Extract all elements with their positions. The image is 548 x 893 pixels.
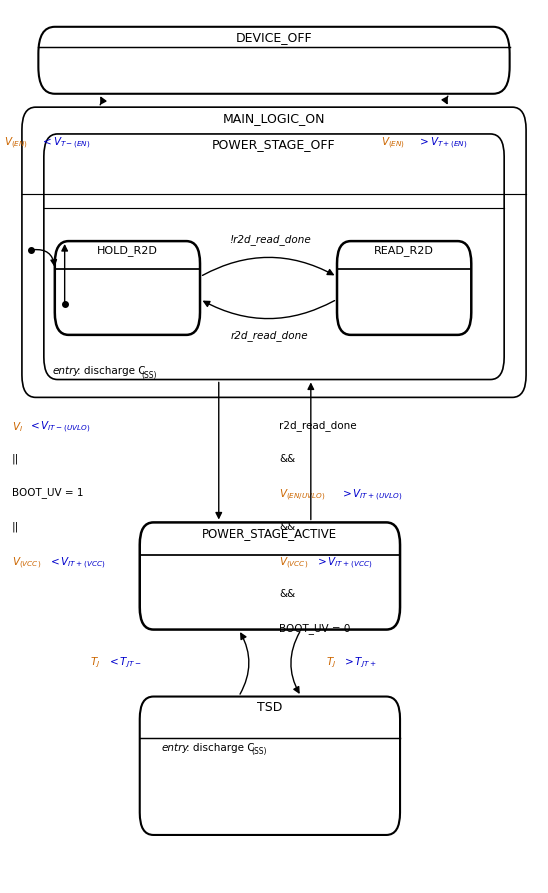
FancyBboxPatch shape	[44, 134, 504, 380]
FancyBboxPatch shape	[337, 241, 471, 335]
Text: ||: ||	[12, 522, 19, 532]
Text: BOOT_UV = 1: BOOT_UV = 1	[12, 488, 83, 498]
Text: $V_I$: $V_I$	[12, 420, 23, 433]
FancyBboxPatch shape	[38, 27, 510, 94]
Text: $V_{(EN)}$: $V_{(EN)}$	[4, 135, 28, 151]
Text: &&: &&	[279, 454, 296, 463]
Text: $T_J$: $T_J$	[90, 655, 101, 671]
Text: : discharge C: : discharge C	[186, 743, 255, 753]
Text: $> V_{IT+(VCC)}$: $> V_{IT+(VCC)}$	[315, 555, 373, 571]
FancyBboxPatch shape	[140, 697, 400, 835]
Text: $T_J$: $T_J$	[326, 655, 336, 671]
Text: POWER_STAGE_OFF: POWER_STAGE_OFF	[212, 138, 336, 152]
Text: READ_R2D: READ_R2D	[374, 246, 434, 256]
Text: r2d_read_done: r2d_read_done	[231, 330, 309, 341]
Text: : discharge C: : discharge C	[77, 366, 145, 376]
FancyBboxPatch shape	[140, 522, 400, 630]
Text: $< V_{T-(EN)}$: $< V_{T-(EN)}$	[37, 135, 91, 151]
Text: r2d_read_done: r2d_read_done	[279, 420, 357, 430]
Text: $> T_{JT+}$: $> T_{JT+}$	[342, 655, 377, 671]
Text: $< T_{JT-}$: $< T_{JT-}$	[107, 655, 141, 671]
FancyBboxPatch shape	[22, 107, 526, 397]
Text: HOLD_R2D: HOLD_R2D	[97, 246, 158, 256]
Text: DEVICE_OFF: DEVICE_OFF	[236, 31, 312, 45]
Text: $V_{(VCC)}$: $V_{(VCC)}$	[12, 555, 41, 571]
Text: $V_{(VCC)}$: $V_{(VCC)}$	[279, 555, 309, 571]
Text: $> V_{T+(EN)}$: $> V_{T+(EN)}$	[414, 135, 467, 151]
Text: $> V_{IT+(UVLO)}$: $> V_{IT+(UVLO)}$	[340, 488, 402, 503]
Text: entry: entry	[162, 743, 189, 753]
Text: POWER_STAGE_ACTIVE: POWER_STAGE_ACTIVE	[202, 527, 338, 540]
Text: (SS): (SS)	[141, 371, 157, 380]
Text: &&: &&	[279, 522, 296, 531]
Text: $< V_{IT+(VCC)}$: $< V_{IT+(VCC)}$	[48, 555, 105, 571]
FancyBboxPatch shape	[55, 241, 200, 335]
Text: ||: ||	[12, 454, 19, 464]
Text: !r2d_read_done: !r2d_read_done	[229, 234, 311, 245]
Text: $V_{(EN/UVLO)}$: $V_{(EN/UVLO)}$	[279, 488, 326, 503]
Text: &&: &&	[279, 589, 296, 599]
Text: $V_{(EN)}$: $V_{(EN)}$	[381, 135, 405, 151]
Text: (SS): (SS)	[251, 747, 266, 756]
Text: BOOT_UV = 0: BOOT_UV = 0	[279, 623, 351, 634]
Text: entry: entry	[52, 366, 79, 376]
Text: $< V_{IT-(UVLO)}$: $< V_{IT-(UVLO)}$	[28, 420, 91, 435]
Text: MAIN_LOGIC_ON: MAIN_LOGIC_ON	[222, 112, 326, 125]
Text: TSD: TSD	[257, 701, 283, 714]
